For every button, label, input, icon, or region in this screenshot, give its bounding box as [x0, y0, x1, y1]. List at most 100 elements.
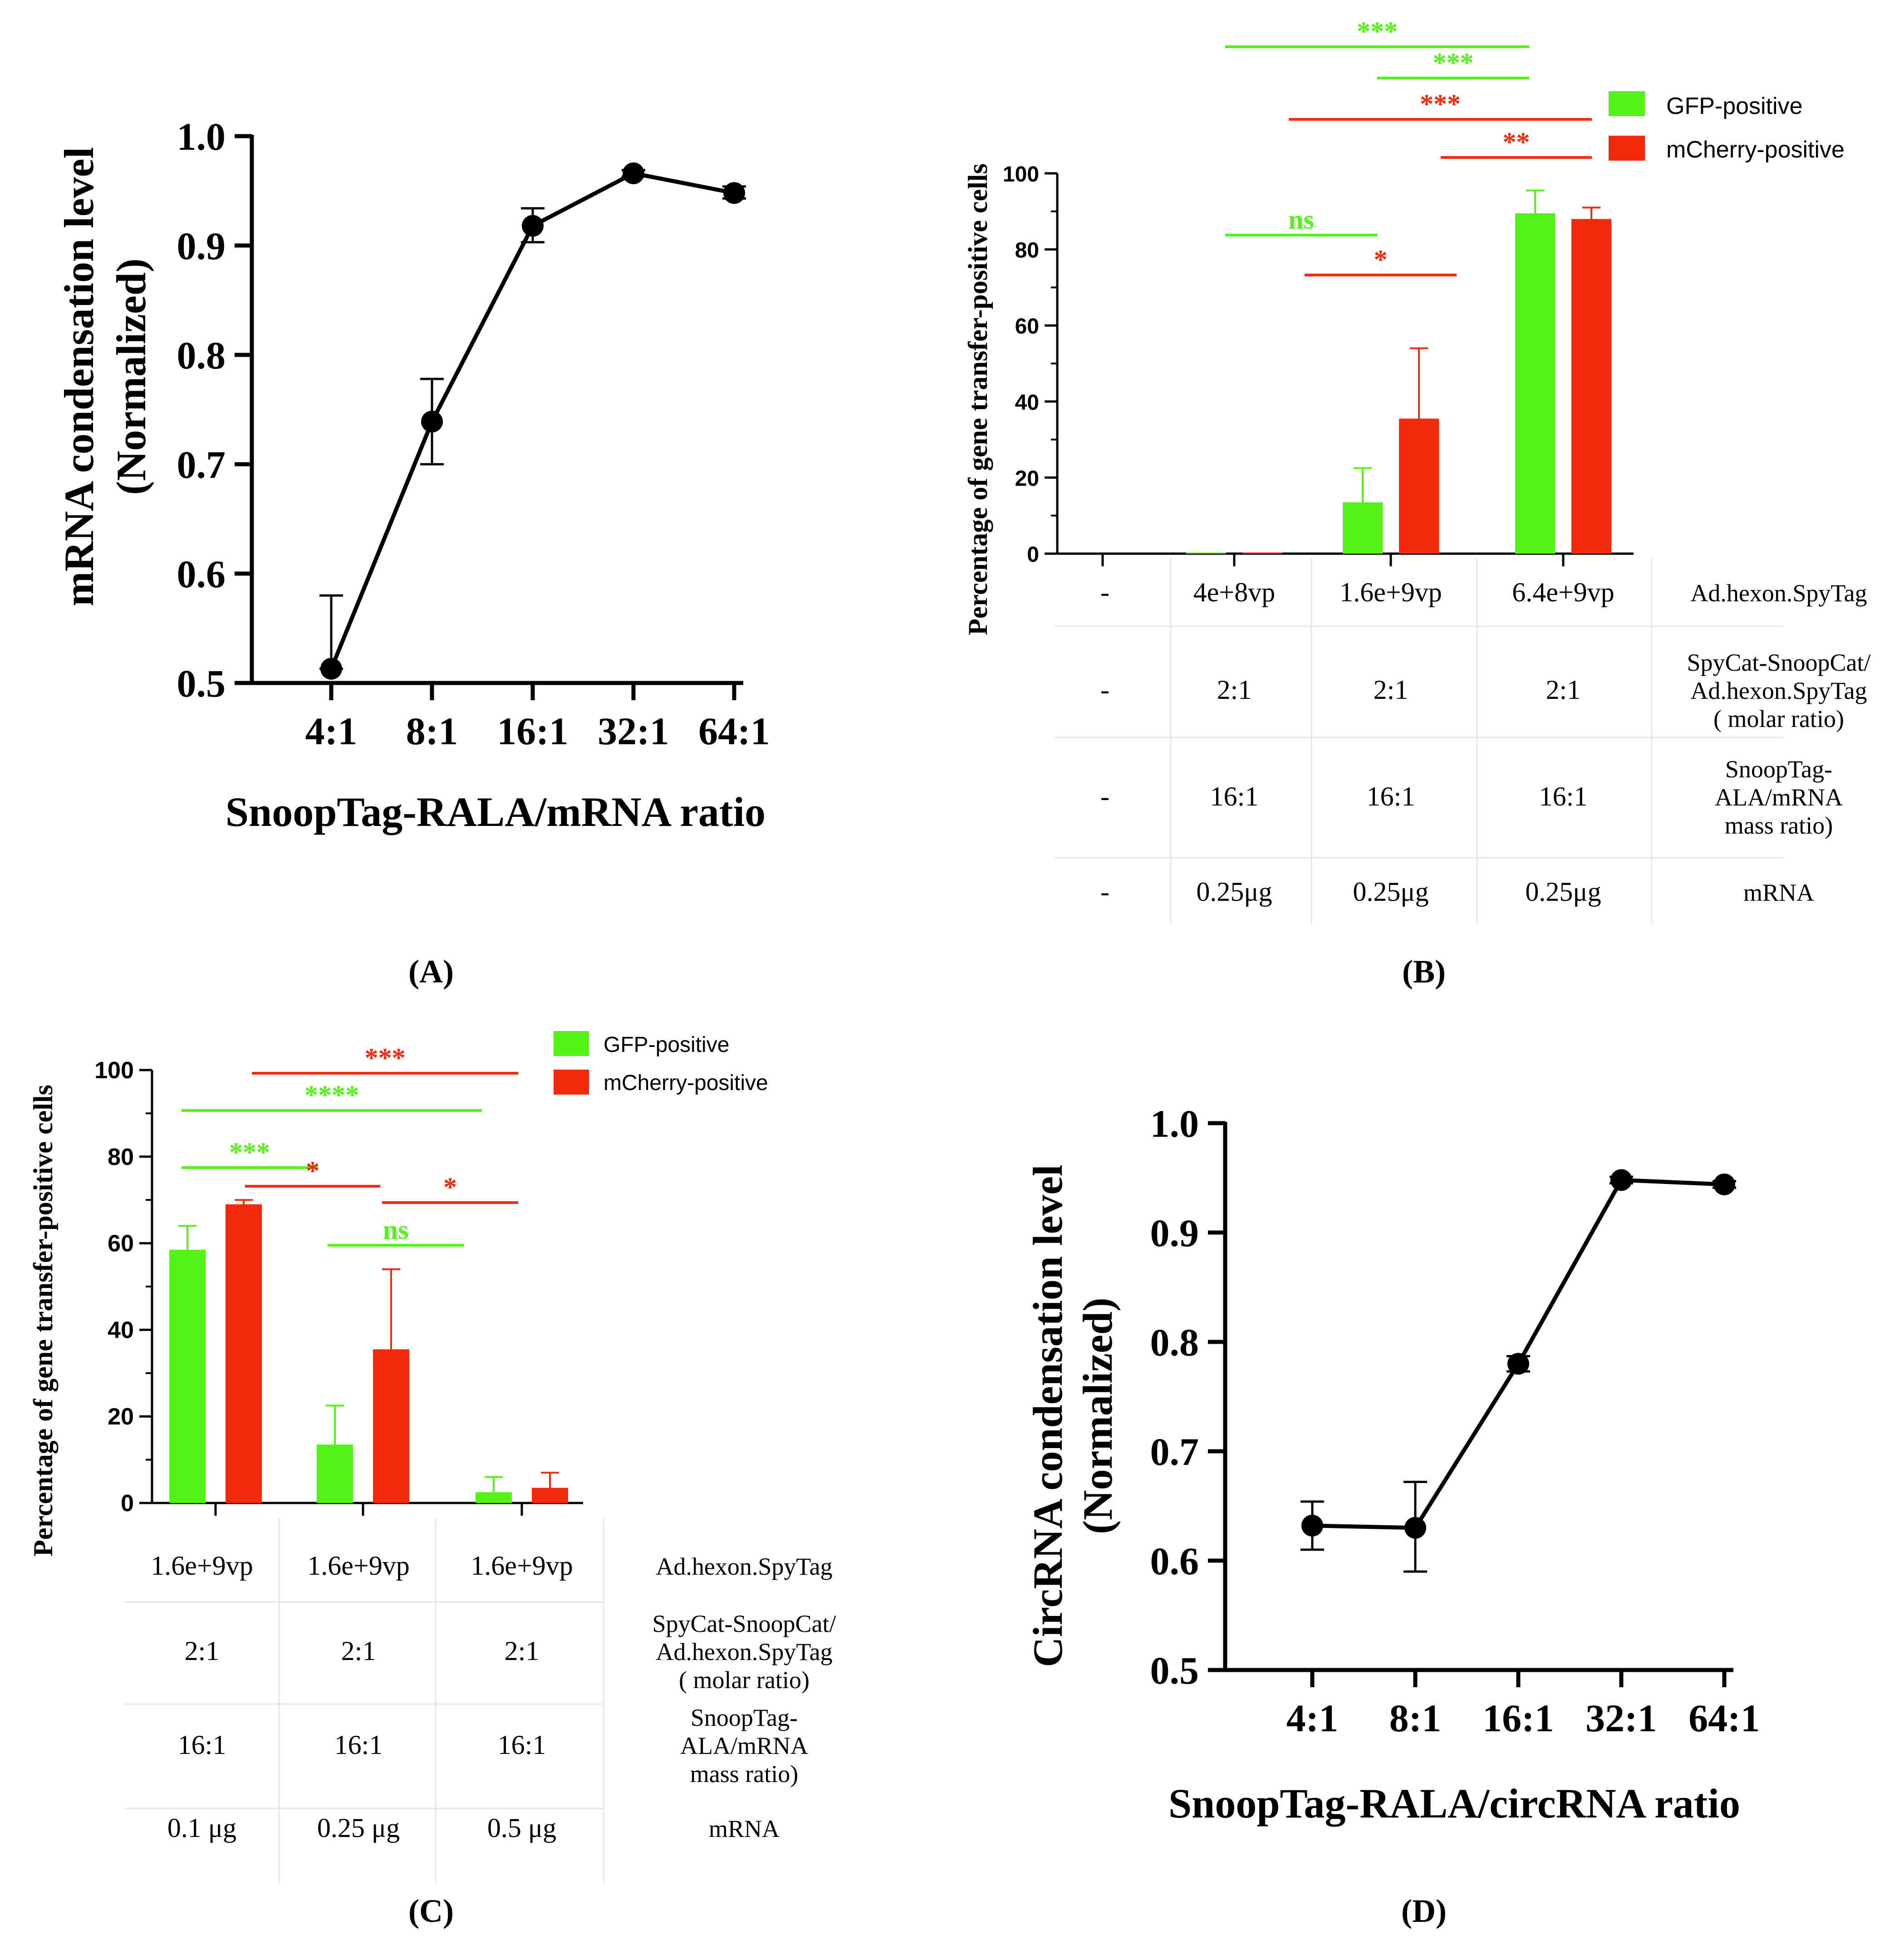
panel-c-table-row-label: mass ratio): [690, 1760, 798, 1788]
panel-c-table-row-label: SpyCat-SnoopCat/: [652, 1610, 836, 1637]
panel-c-bar-mcherry: [532, 1488, 568, 1503]
panel-c-bar-gfp: [476, 1492, 512, 1503]
panel-b-table-cell: 0.25μg: [1525, 877, 1601, 907]
panel-b-table-row-label: Ad.hexon.SpyTag: [1690, 677, 1867, 704]
panel-a-x-tick-label: 64:1: [698, 709, 770, 753]
panel-a-data-point: [421, 411, 443, 433]
panel-a-x-tick-label: 16:1: [497, 709, 569, 753]
panel-c-bar-mcherry: [373, 1349, 409, 1503]
panel-c-significance-label: ***: [365, 1043, 406, 1073]
panel-a-ylabel-line2: (Normalized): [108, 258, 154, 495]
panel-c-significance-label: *: [306, 1156, 319, 1186]
panel-b-significance-label: **: [1503, 127, 1530, 157]
panel-b-table-cell: 16:1: [1210, 781, 1259, 811]
panel-d-x-tick-label: 4:1: [1286, 1696, 1339, 1740]
panel-b-bar-mcherry: [1571, 219, 1611, 554]
panel-b-table-cell: -: [1100, 577, 1109, 607]
panel-b-significance-label: ***: [1357, 16, 1398, 46]
panel-c-significance-label: ****: [304, 1080, 359, 1110]
panel-c-table-row-label: Ad.hexon.SpyTag: [656, 1638, 832, 1665]
panel-b-table-row-label: mRNA: [1743, 879, 1814, 906]
panel-b-table-cell: -: [1100, 781, 1109, 811]
panel-c-bar-chart: Percentage of gene transfer-positive cel…: [28, 1031, 836, 1929]
panel-b-bar-gfp: [1186, 552, 1226, 554]
panel-b-legend-gfp-label: GFP-positive: [1666, 93, 1803, 119]
panel-b-bar-mcherry: [1399, 418, 1439, 554]
panel-d-x-tick-label: 32:1: [1585, 1696, 1657, 1740]
panel-d-x-tick-label: 64:1: [1688, 1696, 1760, 1740]
panel-a-x-tick-label: 4:1: [305, 709, 358, 753]
panel-a-x-tick-label: 8:1: [406, 709, 458, 753]
panel-a-data-point: [320, 658, 342, 680]
panel-d-y-tick-label: 0.8: [1150, 1321, 1199, 1364]
panel-d-data-point: [1507, 1353, 1529, 1375]
panel-b-table-cell: 16:1: [1539, 781, 1588, 811]
panel-c-bar-gfp: [317, 1444, 353, 1503]
panel-c-bar-mcherry: [226, 1204, 262, 1503]
panel-c-table-cell: 16:1: [498, 1730, 546, 1760]
panel-c-table-cell: 2:1: [505, 1636, 540, 1666]
panel-d-y-tick-label: 0.7: [1150, 1430, 1199, 1473]
panel-c-ylabel: Percentage of gene transfer-positive cel…: [28, 1085, 58, 1557]
panel-b-table-cell: 0.25μg: [1196, 877, 1272, 907]
panel-c-table-row-label: SnoopTag-: [691, 1704, 798, 1731]
panel-a-y-tick-label: 0.5: [177, 662, 226, 705]
panel-a-label: (A): [408, 953, 454, 990]
panel-c-condition-table: 1.6e+9vp 1.6e+9vp 1.6e+9vp Ad.hexon.SpyTag 2…: [125, 1518, 836, 1883]
panel-b-legend-gfp-swatch: [1609, 91, 1645, 116]
panel-b-legend-mcherry-swatch: [1609, 136, 1645, 161]
panel-c-table-cell: 16:1: [334, 1730, 383, 1760]
panel-d-x-tick-label: 16:1: [1482, 1696, 1554, 1740]
panel-b-bar-gfp: [1515, 213, 1555, 554]
panel-c-table-cell: 2:1: [341, 1636, 376, 1666]
panel-b-table-cell: 1.6e+9vp: [1340, 577, 1442, 607]
panel-b-y-tick-label: 60: [1015, 314, 1039, 339]
panel-c-legend-gfp-label: GFP-positive: [604, 1033, 729, 1057]
panel-d-data-point: [1301, 1514, 1323, 1537]
panel-b-bar-chart: Percentage of gene transfer-positive cel…: [963, 16, 1871, 990]
panel-d-label: (D): [1401, 1893, 1447, 1929]
panel-d-data-point: [1610, 1169, 1632, 1191]
panel-c-table-cell: 0.1 μg: [167, 1813, 236, 1843]
panel-d-ylabel-line1: CircRNA condensation level: [1025, 1164, 1071, 1667]
panel-b-table-row-label: Ad.hexon.SpyTag: [1690, 580, 1867, 607]
panel-c-table-row-label: mRNA: [709, 1815, 780, 1842]
panel-d-y-tick-label: 0.6: [1150, 1539, 1199, 1583]
panel-b-table-row-label: SnoopTag-: [1725, 756, 1832, 783]
panel-c-legend-mcherry-label: mCherry-positive: [604, 1071, 768, 1095]
panel-b-significance-label: ***: [1420, 89, 1461, 119]
panel-b-table-cell: 0.25μg: [1353, 877, 1428, 907]
panel-c-y-tick-label: 20: [108, 1404, 134, 1430]
panel-c-label: (C): [408, 1893, 454, 1929]
panel-b-bar-mcherry: [1242, 552, 1282, 554]
panel-b-legend-mcherry-label: mCherry-positive: [1666, 137, 1845, 163]
panel-c-y-tick-label: 60: [108, 1231, 134, 1257]
panel-b-table-cell: -: [1100, 877, 1109, 907]
panel-d-x-tick-label: 8:1: [1389, 1696, 1442, 1740]
panel-b-table-row-label: ( molar ratio): [1713, 705, 1844, 732]
panel-a-x-tick-label: 32:1: [598, 709, 669, 753]
panel-b-table-cell: 2:1: [1546, 675, 1581, 705]
panel-a-data-point: [623, 162, 644, 184]
panel-c-table-cell: 0.5 μg: [487, 1813, 556, 1843]
panel-b-table-row-label: SpyCat-SnoopCat/: [1687, 649, 1870, 676]
panel-b-y-tick-label: 40: [1015, 391, 1039, 415]
panel-d-y-tick-label: 0.5: [1150, 1649, 1199, 1692]
panel-c-table-cell: 16:1: [178, 1730, 226, 1760]
panel-a-y-tick-label: 0.7: [177, 443, 226, 486]
panel-c-y-tick-label: 100: [94, 1057, 134, 1084]
panel-b-bar-gfp: [1343, 502, 1383, 554]
panel-a-data-point: [723, 182, 745, 204]
panel-b-table-cell: 6.4e+9vp: [1512, 577, 1614, 607]
panel-d-y-tick-label: 0.9: [1150, 1211, 1199, 1255]
panel-a-y-tick-label: 0.6: [177, 552, 226, 596]
panel-d-y-tick-label: 1.0: [1150, 1102, 1199, 1145]
panel-b-table-cell: 2:1: [1217, 675, 1252, 705]
panel-c-table-cell: 1.6e+9vp: [307, 1551, 409, 1581]
panel-b-table-row-label: mass ratio): [1725, 812, 1833, 839]
panel-b-significance-label: ns: [1288, 205, 1314, 235]
panel-c-table-row-label: ( molar ratio): [679, 1666, 810, 1694]
panel-d-data-point: [1713, 1173, 1735, 1195]
panel-c-significance-label: *: [443, 1172, 457, 1202]
